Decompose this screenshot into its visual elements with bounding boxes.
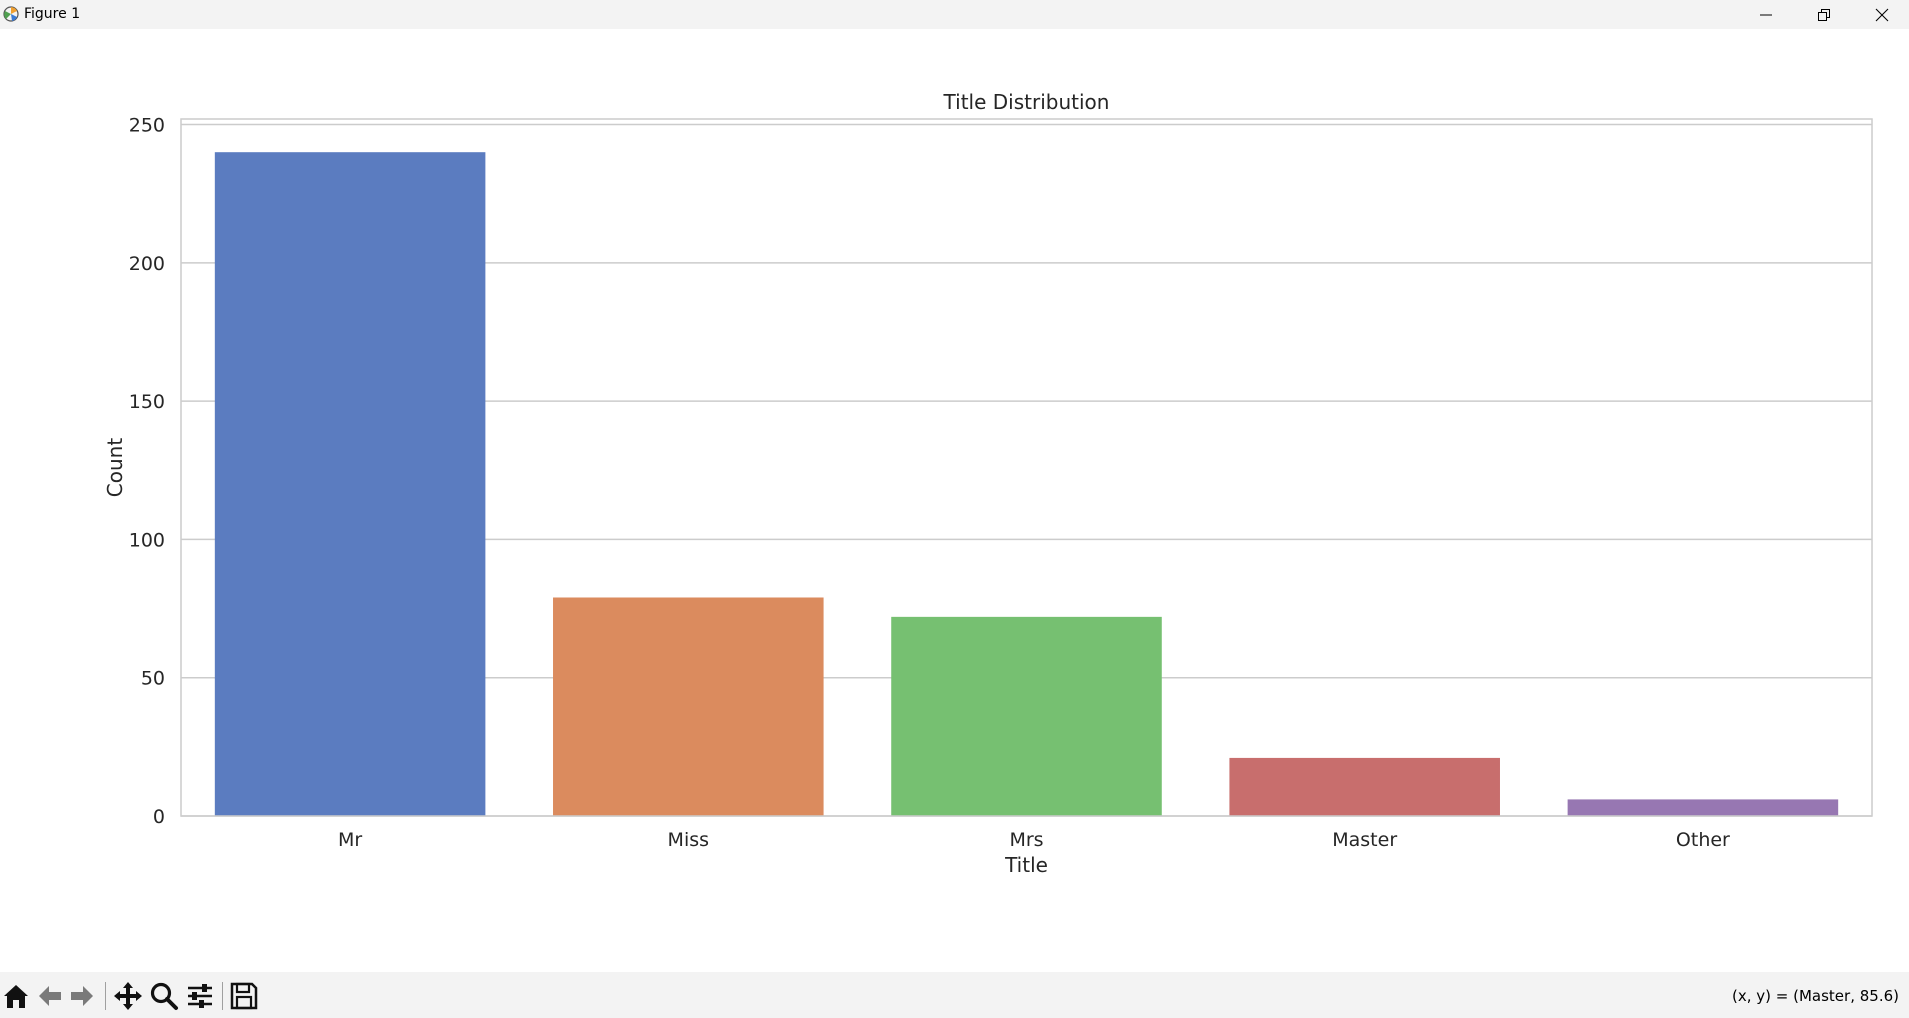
window-title: Figure 1 [24,6,81,22]
bar-master [1229,757,1500,816]
y-axis-label: Count [103,438,127,498]
bar-other [1567,799,1839,816]
x-axis-label: Title [1004,853,1048,877]
x-tick-label: Mr [338,829,362,851]
home-button[interactable] [0,980,32,1012]
cursor-coordinates: (x, y) = (Master, 85.6) [1732,987,1899,1005]
save-button[interactable] [228,980,260,1012]
bar-mr [214,152,486,816]
minimize-button[interactable] [1737,0,1795,29]
y-tick-label: 50 [141,668,165,690]
bars [214,152,1839,816]
window-titlebar: Figure 1 [0,0,1909,29]
home-icon [4,985,28,1008]
x-tick-label: Miss [668,829,709,851]
navigation-toolbar: (x, y) = (Master, 85.6) [0,972,1909,1018]
y-tick-label: 100 [129,529,165,551]
toolbar-separator [222,982,223,1010]
forward-button[interactable] [66,980,98,1012]
close-button[interactable] [1853,0,1909,29]
forward-icon [71,986,93,1006]
y-tick-label: 200 [129,253,165,275]
toolbar-separator [105,982,106,1010]
x-tick-label: Other [1676,829,1730,851]
x-tick-labels: Mr Miss Mrs Master Other [338,829,1730,851]
pan-icon [114,982,142,1010]
y-tick-labels: 0 50 100 150 200 250 [129,115,165,828]
bar-miss [553,597,824,816]
y-tick-label: 0 [153,806,165,828]
close-icon [1875,8,1889,22]
pan-button[interactable] [112,980,144,1012]
zoom-button[interactable] [148,980,180,1012]
save-icon [230,982,258,1010]
bar-chart: 0 50 100 150 200 250 Mr Miss Mrs Master Other Tit… [103,90,1873,877]
configure-subplots-button[interactable] [184,980,216,1012]
configure-subplots-icon [188,984,212,1008]
minimize-icon [1760,14,1772,16]
zoom-icon [150,982,178,1010]
restore-button[interactable] [1795,0,1853,29]
bar-mrs [891,616,1162,816]
matplotlib-icon [3,6,19,22]
back-button[interactable] [34,980,66,1012]
back-icon [39,986,61,1006]
y-tick-label: 150 [129,391,165,413]
x-tick-label: Mrs [1009,829,1043,851]
chart-title: Title Distribution [943,90,1110,114]
x-tick-label: Master [1332,829,1397,851]
axes-frame [180,118,1873,817]
y-tick-label: 250 [129,115,165,137]
restore-icon [1818,9,1830,21]
